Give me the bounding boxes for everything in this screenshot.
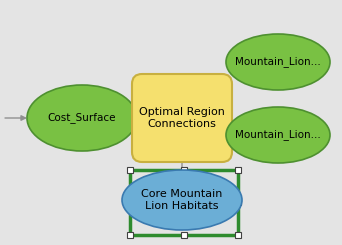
Text: Optimal Region
Connections: Optimal Region Connections [139, 107, 225, 129]
Bar [235, 167, 241, 173]
Bar [127, 199, 133, 205]
Text: Mountain_Lion...: Mountain_Lion... [235, 57, 321, 67]
FancyBboxPatch shape [132, 74, 232, 162]
Text: Mountain_Lion...: Mountain_Lion... [235, 130, 321, 140]
Bar [235, 232, 241, 238]
Ellipse shape [226, 107, 330, 163]
Ellipse shape [226, 34, 330, 90]
Text: Cost_Surface: Cost_Surface [48, 112, 116, 123]
Bar [130, 170, 238, 235]
Bar [235, 199, 241, 205]
Bar [181, 167, 187, 173]
Ellipse shape [122, 170, 242, 230]
Text: Core Mountain
Lion Habitats: Core Mountain Lion Habitats [141, 189, 223, 211]
Bar [127, 232, 133, 238]
Bar [181, 232, 187, 238]
Ellipse shape [27, 85, 137, 151]
Bar [127, 167, 133, 173]
